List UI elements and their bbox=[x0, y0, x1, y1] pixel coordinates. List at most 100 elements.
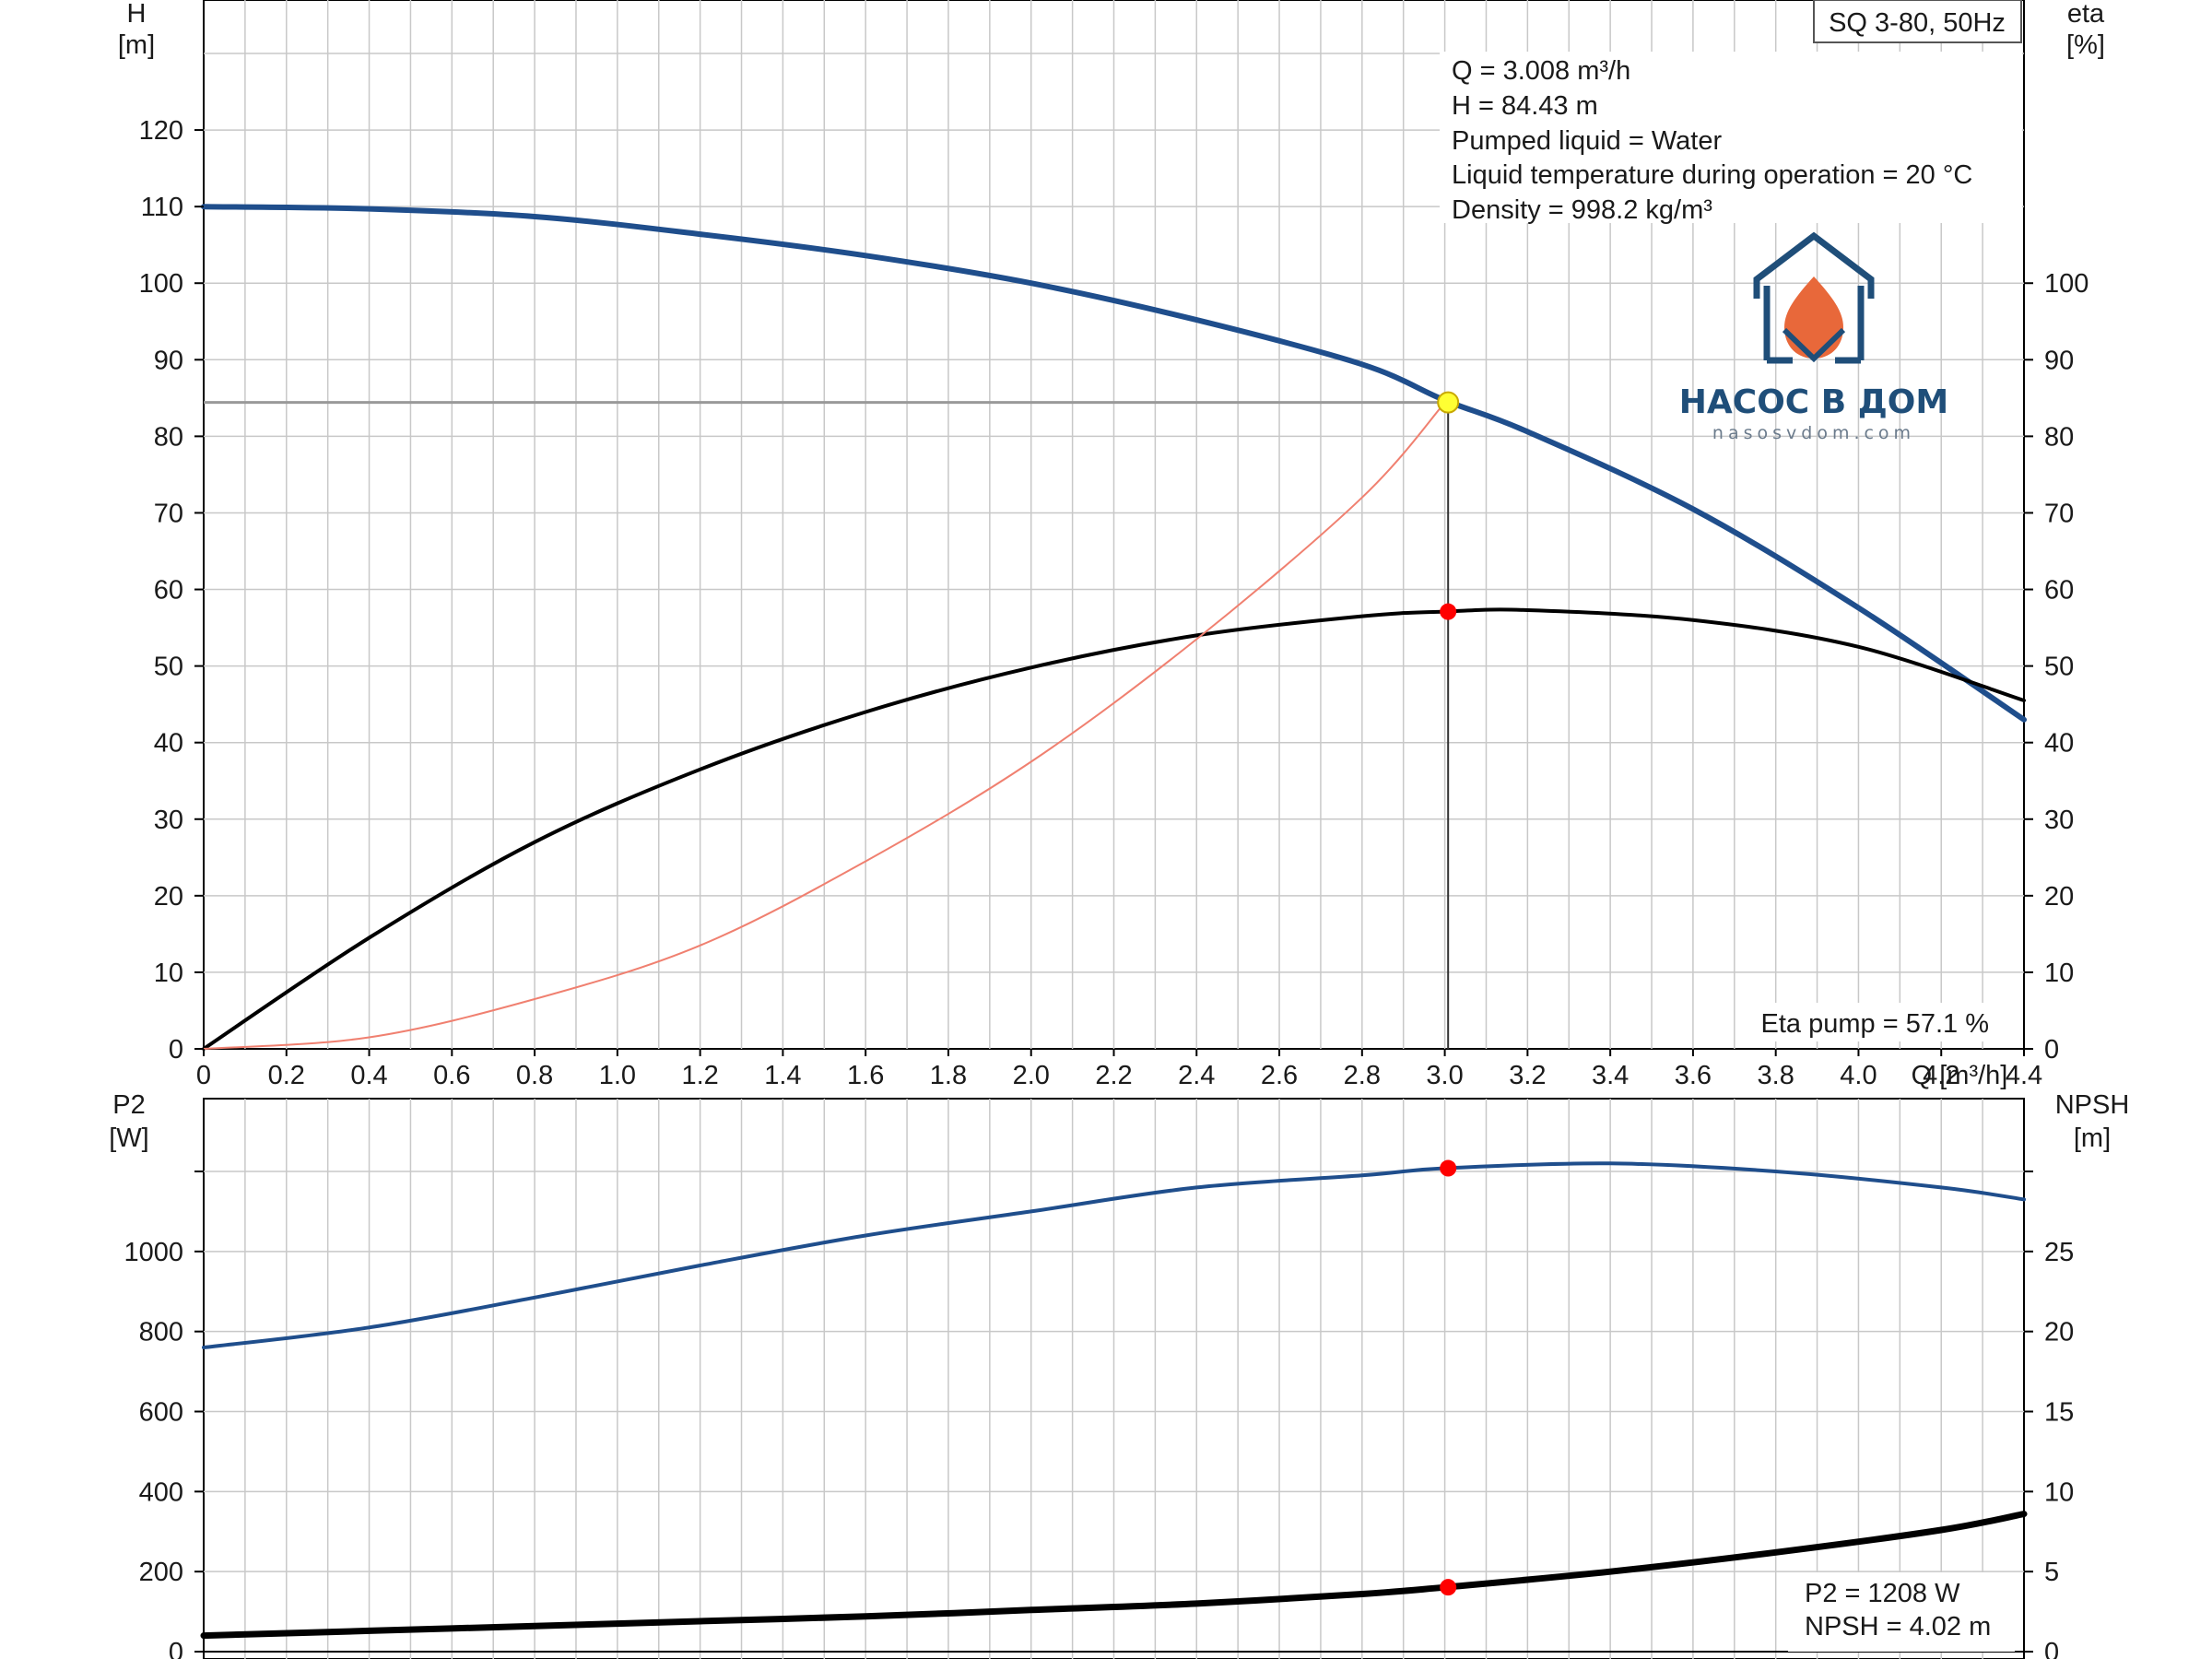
head-curve bbox=[201, 204, 2027, 723]
y-left-tick-label: 60 bbox=[154, 576, 183, 606]
model-label-frame bbox=[1813, 0, 2022, 43]
eta-axis-label: eta bbox=[2067, 0, 2105, 29]
p2-marker bbox=[1440, 1159, 1457, 1177]
y-left-tick-label: 70 bbox=[154, 499, 183, 528]
y-left-tick-label: 30 bbox=[154, 806, 183, 835]
y-left-tick-label: 20 bbox=[154, 882, 183, 912]
y-right-tick-label: 25 bbox=[2044, 1238, 2074, 1267]
y-left-tick-label: 80 bbox=[154, 422, 183, 452]
head-axis-unit: [m] bbox=[118, 30, 155, 60]
y-right-tick-label: 0 bbox=[2044, 1638, 2059, 1659]
efficiency-marker bbox=[1440, 603, 1457, 620]
flow-axis-label: Q [m³/h] bbox=[1912, 1061, 2008, 1090]
info-head: H = 84.43 m bbox=[1452, 91, 1598, 121]
info-liquid: Pumped liquid = Water bbox=[1452, 126, 1722, 156]
x-tick-label: 1.6 bbox=[847, 1061, 884, 1090]
y-right-tick-label: 90 bbox=[2044, 346, 2074, 375]
eta-readout: Eta pump = 57.1 % bbox=[1747, 1003, 2015, 1041]
x-tick-label: 1.0 bbox=[599, 1061, 636, 1090]
y-right-tick-label: 80 bbox=[2044, 422, 2074, 452]
x-tick-label: 4.4 bbox=[2006, 1061, 2042, 1090]
head-chart-curves bbox=[201, 204, 2027, 1051]
y-right-tick-label: 0 bbox=[2044, 1035, 2059, 1065]
info-temperature: Liquid temperature during operation = 20… bbox=[1452, 160, 1972, 190]
eta-pump-text: Eta pump = 57.1 % bbox=[1761, 1009, 1989, 1039]
y-right-tick-label: 20 bbox=[2044, 1318, 2074, 1347]
x-tick-label: 0.8 bbox=[516, 1061, 553, 1090]
x-tick-label: 0.2 bbox=[268, 1061, 305, 1090]
system-curve bbox=[203, 401, 1446, 1050]
y-left-tick-label: 1000 bbox=[124, 1238, 183, 1267]
y-left-tick-label: 10 bbox=[154, 959, 183, 988]
x-tick-label: 3.4 bbox=[1592, 1061, 1629, 1090]
y-left-tick-label: 100 bbox=[139, 269, 183, 299]
power-chart-axes: 0 200 400 600 800 1000 0 5 10 15 20 25 bbox=[124, 1171, 2074, 1659]
house-walls-icon bbox=[1763, 286, 1865, 364]
power-readout-background bbox=[1788, 1572, 2015, 1652]
y-left-tick-label: 800 bbox=[139, 1318, 183, 1347]
power-chart-grid bbox=[204, 1099, 2024, 1659]
power-readout: P2 = 1208 W NPSH = 4.02 m bbox=[1788, 1572, 2015, 1652]
model-label: SQ 3-80, 50Hz bbox=[1829, 8, 2006, 38]
y-right-tick-label: 40 bbox=[2044, 729, 2074, 759]
flame-base-icon bbox=[1782, 327, 1846, 363]
p2-power-curve bbox=[202, 1161, 2026, 1349]
y-right-tick-label: 15 bbox=[2044, 1398, 2074, 1428]
x-tick-label: 1.8 bbox=[930, 1061, 967, 1090]
y-right-tick-label: 10 bbox=[2044, 959, 2074, 988]
logo-subtitle: nasosvdom.com bbox=[1712, 423, 1915, 443]
y-left-tick-label: 120 bbox=[139, 116, 183, 146]
operating-point-info-background bbox=[1440, 52, 2022, 223]
duty-point-marker bbox=[1437, 391, 1460, 414]
x-tick-label: 3.6 bbox=[1675, 1061, 1712, 1090]
y-right-tick-label: 70 bbox=[2044, 499, 2074, 528]
npsh-axis-unit: [m] bbox=[2074, 1124, 2111, 1153]
x-tick-label: 1.2 bbox=[681, 1061, 718, 1090]
head-chart-axes: 0 0.2 0.4 0.6 0.8 1.0 1.2 1.4 1.6 1.8 2.0 2.2 2.4 2.6… bbox=[139, 116, 2089, 1090]
info-density: Density = 998.2 kg/m³ bbox=[1452, 195, 1712, 225]
x-tick-label: 2.4 bbox=[1178, 1061, 1215, 1090]
y-left-tick-label: 90 bbox=[154, 346, 183, 375]
operating-point-info: Q = 3.008 m³/h H = 84.43 m Pumped liquid… bbox=[1440, 52, 2022, 225]
y-right-tick-label: 100 bbox=[2044, 269, 2088, 299]
y-left-tick-label: 0 bbox=[169, 1035, 183, 1065]
x-tick-label: 0.6 bbox=[433, 1061, 470, 1090]
x-tick-label: 3.2 bbox=[1509, 1061, 1546, 1090]
p2-axis-unit: [W] bbox=[109, 1124, 149, 1153]
y-right-tick-label: 60 bbox=[2044, 576, 2074, 606]
info-flow: Q = 3.008 m³/h bbox=[1452, 56, 1630, 86]
y-left-tick-label: 0 bbox=[169, 1638, 183, 1659]
x-tick-label: 4.0 bbox=[1840, 1061, 1877, 1090]
brand-logo: НАСОС В ДОМ nasosvdom.com bbox=[1679, 231, 1948, 443]
y-right-tick-label: 10 bbox=[2044, 1477, 2074, 1507]
x-tick-label: 0 bbox=[196, 1061, 211, 1090]
logo-title: НАСОС В ДОМ bbox=[1679, 383, 1948, 421]
x-tick-label: 2.0 bbox=[1013, 1061, 1050, 1090]
flame-icon bbox=[1784, 276, 1843, 359]
npsh-text: NPSH = 4.02 m bbox=[1805, 1612, 1991, 1641]
power-chart-curves bbox=[200, 1159, 2028, 1640]
y-left-tick-label: 400 bbox=[139, 1477, 183, 1507]
efficiency-curve bbox=[202, 607, 2026, 1051]
y-left-tick-label: 50 bbox=[154, 653, 183, 682]
model-label-box: SQ 3-80, 50Hz bbox=[1813, 0, 2022, 43]
x-tick-label: 1.4 bbox=[764, 1061, 801, 1090]
npsh-axis-label: NPSH bbox=[2055, 1090, 2130, 1120]
x-tick-label: 3.8 bbox=[1758, 1061, 1794, 1090]
y-left-tick-label: 40 bbox=[154, 729, 183, 759]
p2-text: P2 = 1208 W bbox=[1805, 1579, 1960, 1608]
x-tick-label: 3.0 bbox=[1426, 1061, 1463, 1090]
eta-readout-background bbox=[1747, 1003, 2015, 1041]
p2-axis-label: P2 bbox=[112, 1090, 145, 1120]
x-tick-label: 2.2 bbox=[1095, 1061, 1132, 1090]
y-right-tick-label: 30 bbox=[2044, 806, 2074, 835]
x-tick-label: 2.6 bbox=[1261, 1061, 1298, 1090]
head-chart-grid bbox=[204, 0, 2024, 1049]
y-left-tick-label: 200 bbox=[139, 1558, 183, 1587]
y-right-tick-label: 20 bbox=[2044, 882, 2074, 912]
house-roof-icon bbox=[1753, 231, 1875, 299]
x-tick-label: 2.8 bbox=[1344, 1061, 1381, 1090]
npsh-curve bbox=[200, 1511, 2028, 1640]
y-left-tick-label: 110 bbox=[141, 193, 183, 222]
